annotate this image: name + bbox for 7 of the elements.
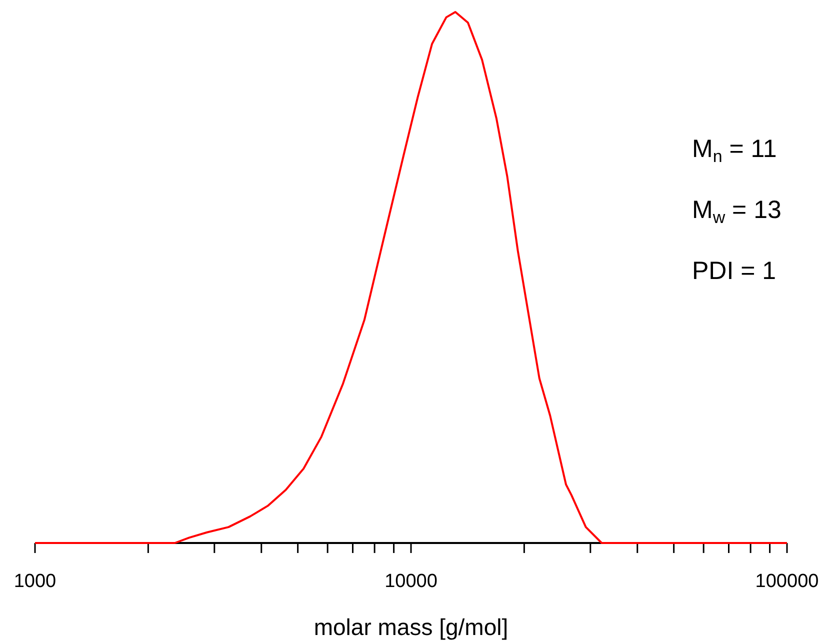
x-tick-label: 10000 xyxy=(384,571,438,592)
annotation: PDI = 1 xyxy=(692,257,776,285)
x-tick-label: 100000 xyxy=(755,571,819,592)
x-axis-title: molar mass [g/mol] xyxy=(314,614,508,640)
x-tick-label: 1000 xyxy=(14,571,56,592)
annotation: M$_{w}$ = 13 xyxy=(692,196,782,228)
annotation: M$_{n}$ = 11 xyxy=(692,135,777,166)
